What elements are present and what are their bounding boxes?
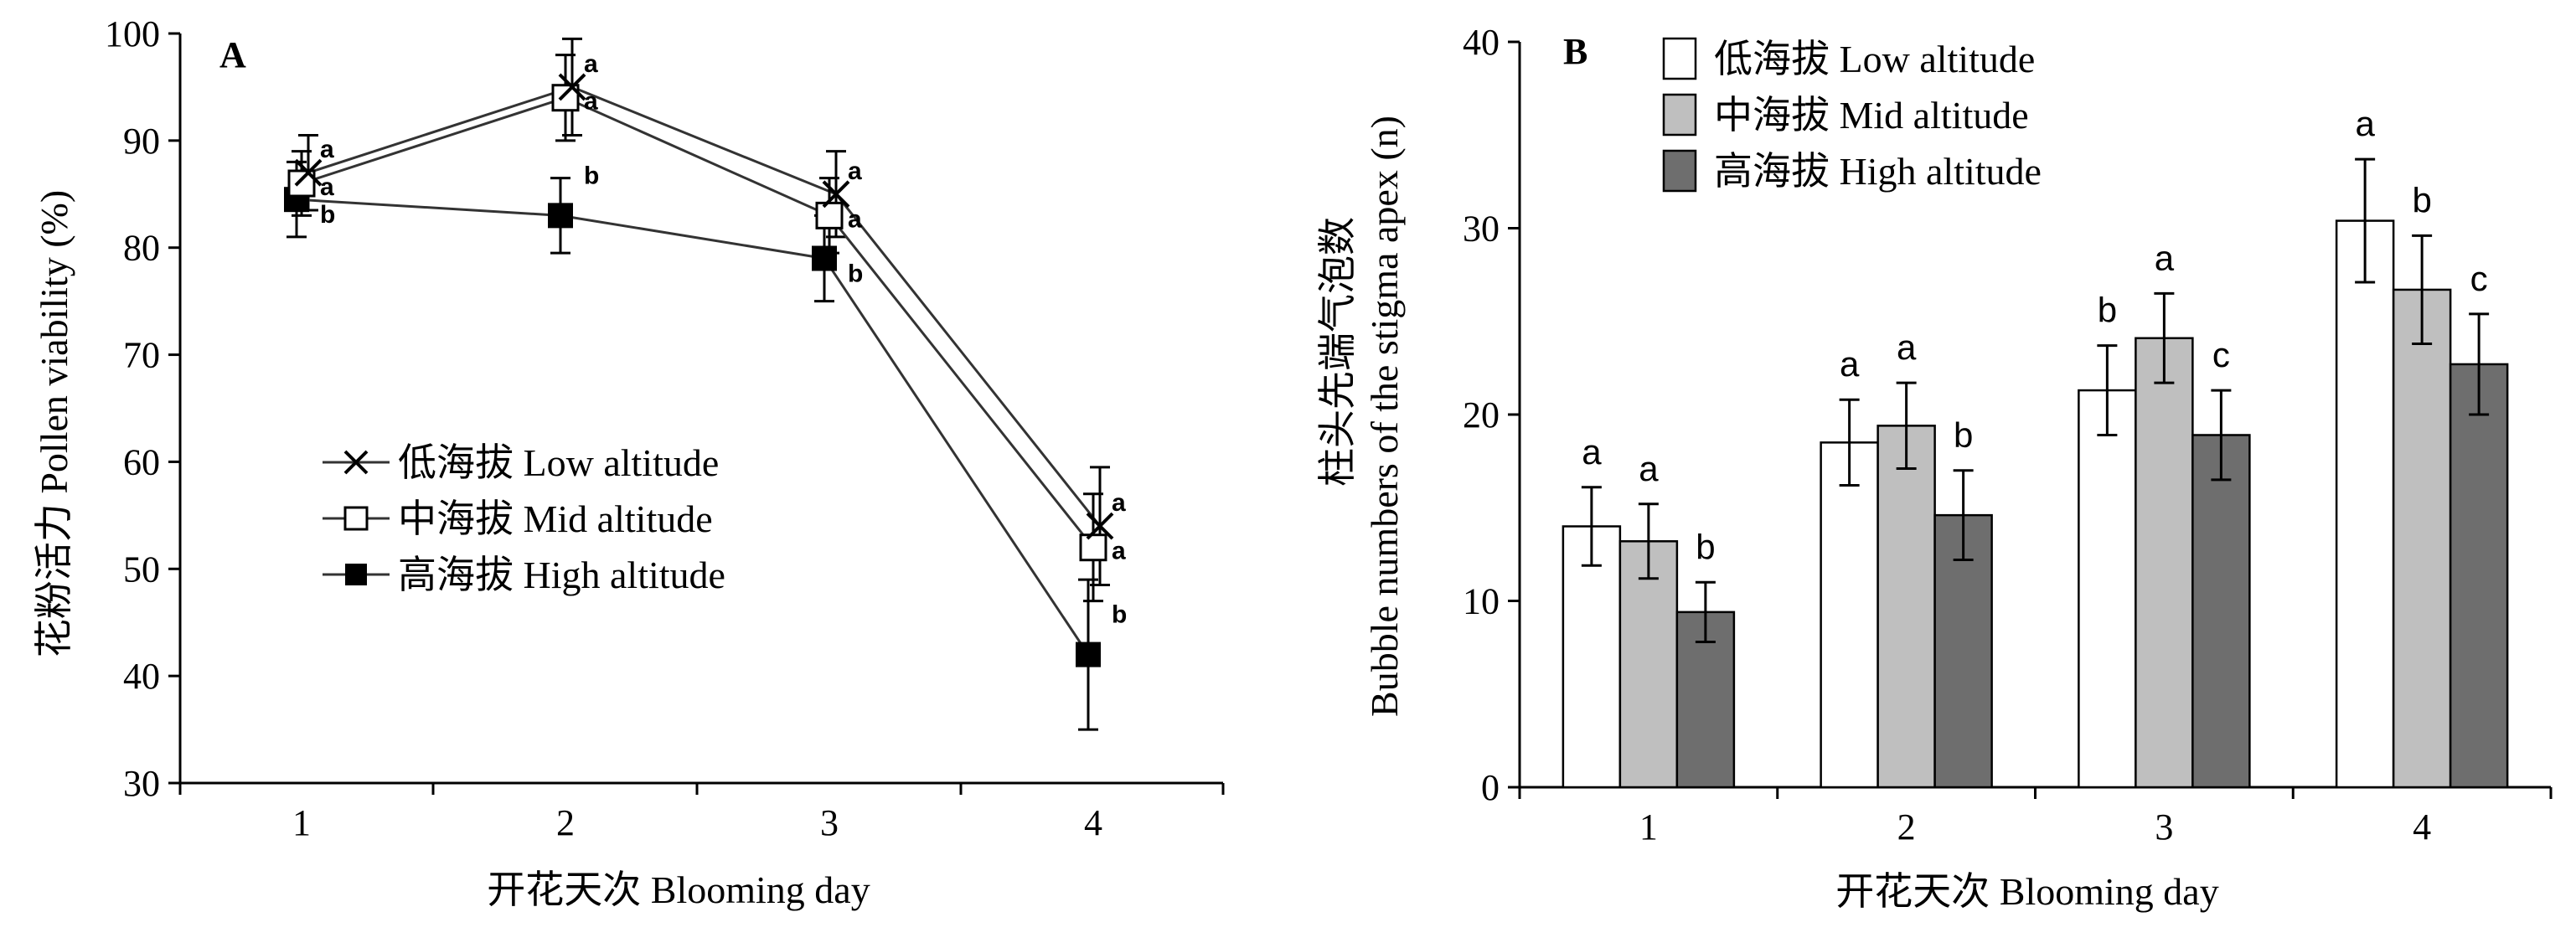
panel-b-bar	[2449, 363, 2509, 789]
panel-a-significance-letter: a	[848, 205, 862, 233]
panel-b-x-tick-label: 4	[2413, 806, 2431, 848]
panel-b-y-axis-title-english: Bubble numbers of the stigma apex (n)	[1363, 116, 1406, 717]
panel-a-legend: 低海拔 Low altitude 中海拔 Mid altitude 高海拔 High…	[323, 441, 725, 596]
panel-b-significance-letter: b	[1954, 415, 1973, 455]
panel-a-y-axis-title: 花粉活力 Pollen viability (%)	[33, 190, 75, 657]
cross-stroke	[343, 450, 369, 475]
panel-b-legend-label: 高海拔 High altitude	[1714, 150, 2042, 193]
panel-b-legend-label: 低海拔 Low altitude	[1714, 38, 2035, 80]
panel-a-significance-letter: b	[320, 201, 335, 229]
panel-a-data-point	[822, 180, 850, 209]
panel-b-significance-letter: b	[2412, 180, 2431, 219]
panel-b-legend: 低海拔 Low altitude 中海拔 Mid altitude 高海拔 High…	[1662, 37, 2042, 193]
panel-a-significance-letter: b	[1112, 601, 1127, 629]
panel-b-bar	[2392, 288, 2452, 789]
panel-b-legend-swatch	[1662, 93, 1697, 137]
panel-a-series-line	[307, 85, 1102, 528]
panel-a-legend-open-square-icon	[343, 506, 369, 531]
panel-a-data-point	[815, 201, 844, 229]
panel-a-pollen-viability-chart: A 花粉活力 Pollen viability (%) 开花天次 Bloomin…	[33, 13, 1225, 911]
panel-b-y-tick-label: 40	[1463, 22, 1500, 63]
cross-stroke	[558, 73, 586, 101]
panel-a-legend-x-cross-icon	[343, 450, 369, 475]
panel-a-x-axis-title: 开花天次 Blooming day	[487, 868, 870, 911]
panel-b-legend-swatch	[1662, 149, 1697, 193]
cross-stroke	[294, 158, 323, 187]
panel-a-y-tick-label: 100	[105, 13, 160, 54]
panel-b-y-tick-label: 0	[1481, 767, 1500, 808]
panel-a-y-tick-label: 70	[123, 335, 160, 376]
panel-b-bar	[1877, 425, 1936, 789]
panel-a-data-point	[548, 203, 573, 229]
panel-b-y-axis-title-chinese: 柱头先端气泡数	[1316, 217, 1359, 487]
panel-a-significance-letter: a	[848, 157, 862, 185]
panel-a-significance-letter: a	[320, 136, 334, 163]
panel-b-x-axis-title: 开花天次 Blooming day	[1835, 870, 2218, 913]
panel-a-y-tick-label: 60	[123, 441, 160, 482]
panel-a-significance-letter: b	[848, 260, 863, 288]
panel-b-significance-letter: a	[1639, 449, 1659, 488]
panel-a-x-tick-label: 3	[820, 802, 839, 843]
panel-b-significance-letter: a	[2355, 104, 2375, 143]
panel-a-y-tick-label: 90	[123, 121, 160, 162]
panel-a-legend-label: 高海拔 High altitude	[398, 554, 725, 596]
panel-b-significance-letter: a	[1582, 432, 1602, 472]
panel-a-significance-letter: b	[584, 162, 599, 189]
panel-b-significance-letter: a	[1897, 327, 1917, 367]
panel-b-bar	[2335, 219, 2395, 789]
panel-a-y-tick-label: 30	[123, 763, 160, 804]
panel-a-x-tick-label: 2	[556, 802, 575, 843]
panel-a-data-point	[1076, 642, 1101, 667]
panel-a-significance-letter: a	[1112, 489, 1126, 517]
panel-b-bar	[1618, 540, 1679, 789]
panel-a-significance-letter: a	[320, 173, 334, 201]
panel-b-label: B	[1563, 31, 1587, 72]
panel-b-significance-letter: c	[2212, 335, 2230, 374]
panel-a-y-tick-label: 80	[123, 228, 160, 269]
panel-b-x-tick-label: 3	[2155, 806, 2173, 848]
panel-a-data-point	[558, 73, 586, 101]
panel-b-y-tick-label: 30	[1463, 209, 1500, 250]
panel-b-y-tick-label: 20	[1463, 394, 1500, 435]
panel-b-legend-label: 中海拔 Mid altitude	[1714, 94, 2029, 137]
panel-b-significance-letter: a	[2155, 238, 2175, 277]
panel-b-bar	[2191, 434, 2251, 789]
panel-a-data-point	[1086, 512, 1114, 540]
panel-a-legend-label: 中海拔 Mid altitude	[398, 497, 713, 540]
panel-a-data-point	[294, 158, 323, 187]
panel-b-bar	[1820, 441, 1879, 789]
panel-b-bar	[1562, 525, 1622, 789]
panel-b-significance-letter: c	[2470, 259, 2488, 298]
panel-a-significance-letter: a	[584, 88, 598, 116]
panel-a-legend-filled-square-icon	[345, 564, 367, 585]
panel-a-x-tick-label: 1	[292, 802, 311, 843]
panel-a-data-point	[1079, 533, 1107, 562]
panel-a-series-line	[296, 198, 1090, 656]
panel-b-legend-swatch	[1662, 37, 1697, 80]
panel-b-significance-letter: b	[2098, 291, 2117, 330]
panel-b-bubble-numbers-chart: B 柱头先端气泡数 Bubble numbers of the stigma a…	[1316, 22, 2553, 913]
panel-b-x-tick-label: 1	[1639, 806, 1658, 848]
panel-b-significance-letter: a	[1840, 344, 1860, 384]
panel-a-data-point	[812, 245, 837, 271]
panel-b-y-tick-label: 10	[1463, 581, 1500, 622]
panel-b-x-tick-label: 2	[1897, 806, 1916, 848]
panel-b-bar	[2078, 389, 2137, 789]
panel-a-series-line	[301, 96, 1095, 549]
panel-a-significance-letter: a	[1112, 538, 1126, 565]
panel-a-y-tick-label: 50	[123, 549, 160, 590]
panel-b-significance-letter: b	[1696, 527, 1715, 566]
cross-stroke	[822, 180, 850, 209]
panel-a-x-tick-label: 4	[1084, 802, 1102, 843]
panel-a-legend-label: 低海拔 Low altitude	[398, 441, 719, 484]
panel-b-bar	[2135, 337, 2194, 789]
panel-a-significance-letter: a	[584, 50, 598, 78]
panel-a-y-tick-label: 40	[123, 656, 160, 697]
panel-a-label: A	[219, 34, 246, 75]
cross-stroke	[1086, 512, 1114, 540]
